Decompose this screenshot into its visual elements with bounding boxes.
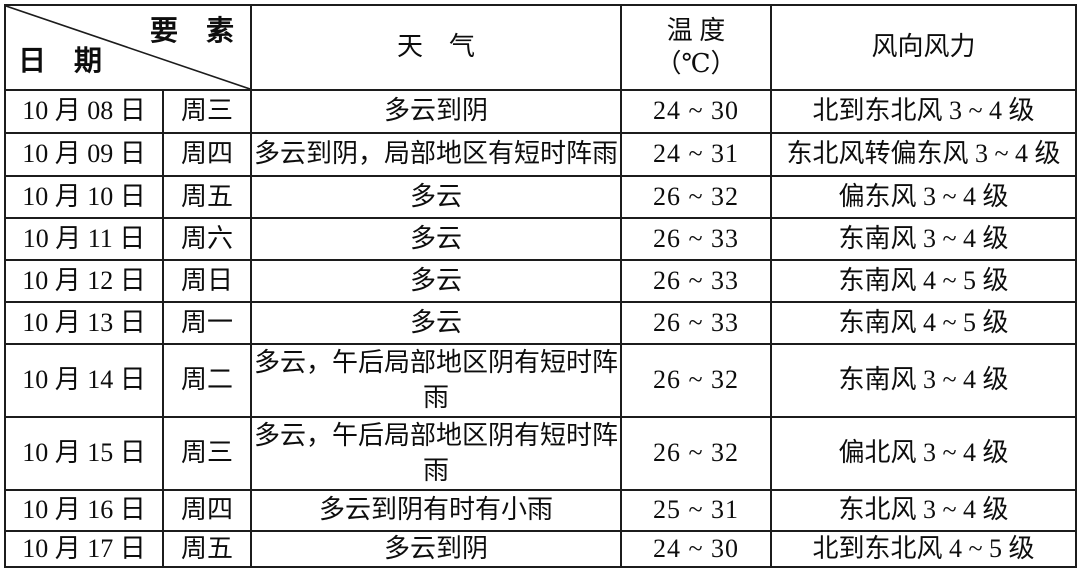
cell-temperature: 26 ~ 33 bbox=[620, 259, 772, 303]
corner-header-cell: 要 素 日 期 bbox=[4, 4, 252, 91]
cell-temperature: 26 ~ 33 bbox=[620, 217, 772, 261]
cell-weather: 多云 bbox=[250, 175, 622, 219]
weather-forecast-table: 要 素 日 期 天 气 温 度 （℃） 风向风力 10 月 08 日 周三 多云… bbox=[4, 4, 1077, 569]
cell-wind: 东南风 4 ~ 5 级 bbox=[770, 301, 1077, 345]
cell-weather: 多云到阴，局部地区有短时阵雨 bbox=[250, 132, 622, 177]
cell-date: 10 月 08 日 bbox=[4, 89, 164, 134]
cell-weekday: 周日 bbox=[162, 259, 252, 303]
table-body: 10 月 08 日 周三 多云到阴 24 ~ 30 北到东北风 3 ~ 4 级 … bbox=[4, 89, 1077, 569]
cell-temperature: 26 ~ 33 bbox=[620, 301, 772, 345]
cell-wind: 北到东北风 4 ~ 5 级 bbox=[770, 529, 1077, 569]
cell-date: 10 月 17 日 bbox=[4, 529, 164, 569]
cell-date: 10 月 12 日 bbox=[4, 259, 164, 303]
cell-wind: 东南风 3 ~ 4 级 bbox=[770, 343, 1077, 418]
corner-label-elements: 要 素 bbox=[149, 16, 234, 47]
table-row: 10 月 16 日 周四 多云到阴有时有小雨 25 ~ 31 东北风 3 ~ 4… bbox=[4, 489, 1077, 532]
cell-weekday: 周二 bbox=[162, 343, 252, 418]
cell-wind: 偏东风 3 ~ 4 级 bbox=[770, 175, 1077, 219]
cell-date: 10 月 15 日 bbox=[4, 416, 164, 491]
header-temperature-label: 温 度 bbox=[666, 16, 726, 45]
cell-date: 10 月 10 日 bbox=[4, 175, 164, 219]
table-row: 10 月 11 日 周六 多云 26 ~ 33 东南风 3 ~ 4 级 bbox=[4, 217, 1077, 261]
cell-temperature: 25 ~ 31 bbox=[620, 489, 772, 532]
cell-weekday: 周六 bbox=[162, 217, 252, 261]
table-row: 10 月 10 日 周五 多云 26 ~ 32 偏东风 3 ~ 4 级 bbox=[4, 175, 1077, 219]
header-temperature-unit: （℃） bbox=[655, 48, 737, 78]
header-temperature: 温 度 （℃） bbox=[620, 4, 772, 91]
cell-weekday: 周三 bbox=[162, 416, 252, 491]
cell-temperature: 24 ~ 30 bbox=[620, 529, 772, 569]
cell-weather: 多云到阴 bbox=[250, 89, 622, 134]
diagonal-divider bbox=[6, 6, 250, 89]
corner-label-date: 日 期 bbox=[18, 46, 103, 78]
table-row: 10 月 17 日 周五 多云到阴 24 ~ 30 北到东北风 4 ~ 5 级 bbox=[4, 529, 1077, 569]
table-row: 10 月 09 日 周四 多云到阴，局部地区有短时阵雨 24 ~ 31 东北风转… bbox=[4, 132, 1077, 177]
table-row: 10 月 08 日 周三 多云到阴 24 ~ 30 北到东北风 3 ~ 4 级 bbox=[4, 89, 1077, 134]
cell-weather: 多云到阴 bbox=[250, 529, 622, 569]
cell-weather: 多云到阴有时有小雨 bbox=[250, 489, 622, 532]
table-row: 10 月 15 日 周三 多云，午后局部地区阴有短时阵 雨 26 ~ 32 偏北… bbox=[4, 416, 1077, 491]
cell-weekday: 周五 bbox=[162, 175, 252, 219]
cell-wind: 东北风转偏东风 3 ~ 4 级 bbox=[770, 132, 1077, 177]
cell-weather: 多云 bbox=[250, 259, 622, 303]
cell-temperature: 26 ~ 32 bbox=[620, 416, 772, 491]
table-row: 10 月 12 日 周日 多云 26 ~ 33 东南风 4 ~ 5 级 bbox=[4, 259, 1077, 303]
cell-weekday: 周一 bbox=[162, 301, 252, 345]
cell-weekday: 周四 bbox=[162, 489, 252, 532]
cell-weather: 多云，午后局部地区阴有短时阵 雨 bbox=[250, 343, 622, 418]
header-wind: 风向风力 bbox=[770, 4, 1077, 91]
cell-date: 10 月 09 日 bbox=[4, 132, 164, 177]
cell-weekday: 周五 bbox=[162, 529, 252, 569]
cell-temperature: 26 ~ 32 bbox=[620, 343, 772, 418]
table-row: 10 月 13 日 周一 多云 26 ~ 33 东南风 4 ~ 5 级 bbox=[4, 301, 1077, 345]
cell-wind: 偏北风 3 ~ 4 级 bbox=[770, 416, 1077, 491]
cell-wind: 东北风 3 ~ 4 级 bbox=[770, 489, 1077, 532]
header-weather: 天 气 bbox=[250, 4, 622, 91]
cell-temperature: 24 ~ 30 bbox=[620, 89, 772, 134]
table-header-row: 要 素 日 期 天 气 温 度 （℃） 风向风力 bbox=[4, 4, 1077, 91]
cell-weather: 多云 bbox=[250, 301, 622, 345]
cell-weather: 多云 bbox=[250, 217, 622, 261]
cell-weekday: 周四 bbox=[162, 132, 252, 177]
cell-date: 10 月 13 日 bbox=[4, 301, 164, 345]
cell-weekday: 周三 bbox=[162, 89, 252, 134]
cell-date: 10 月 11 日 bbox=[4, 217, 164, 261]
table-row: 10 月 14 日 周二 多云，午后局部地区阴有短时阵 雨 26 ~ 32 东南… bbox=[4, 343, 1077, 418]
cell-wind: 东南风 4 ~ 5 级 bbox=[770, 259, 1077, 303]
cell-weather: 多云，午后局部地区阴有短时阵 雨 bbox=[250, 416, 622, 491]
cell-wind: 东南风 3 ~ 4 级 bbox=[770, 217, 1077, 261]
cell-temperature: 26 ~ 32 bbox=[620, 175, 772, 219]
cell-date: 10 月 16 日 bbox=[4, 489, 164, 532]
cell-date: 10 月 14 日 bbox=[4, 343, 164, 418]
cell-temperature: 24 ~ 31 bbox=[620, 132, 772, 177]
cell-wind: 北到东北风 3 ~ 4 级 bbox=[770, 89, 1077, 134]
